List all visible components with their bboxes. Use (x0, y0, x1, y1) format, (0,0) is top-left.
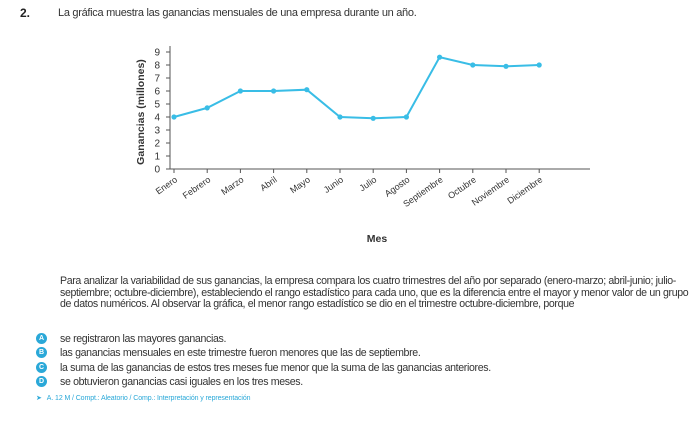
option-d[interactable]: D se obtuvieron ganancias casi iguales e… (36, 375, 303, 388)
y-tick-label: 9 (154, 48, 160, 59)
competency-meta-text: A. 12 M / Compt.: Aleatorio / Comp.: Int… (46, 395, 251, 402)
data-point (204, 105, 210, 111)
option-d-text: se obtuvieron ganancias casi iguales en … (60, 375, 303, 388)
x-tick-label: Agosto (383, 174, 412, 198)
arrow-icon: ➤ (36, 395, 42, 402)
y-tick-label: 8 (154, 61, 160, 72)
data-point (271, 88, 277, 94)
x-tick-label: Junio (322, 174, 345, 195)
y-tick-label: 6 (154, 87, 160, 98)
competency-meta: ➤ A. 12 M / Compt.: Aleatorio / Comp.: In… (36, 394, 251, 402)
option-b-badge: B (36, 347, 47, 358)
option-a[interactable]: A se registraron las mayores ganancias. (36, 332, 226, 345)
data-point (304, 87, 310, 93)
series-points (171, 54, 542, 121)
x-tick-labels: Enero Febrero Marzo Abril Mayo Junio Julio Agos… (154, 169, 544, 209)
problem-paragraph: Para analizar la variabilidad de sus gan… (60, 275, 689, 310)
x-axis-label: Mes (367, 233, 388, 245)
x-tick-label: Enero (154, 174, 179, 196)
data-point (337, 114, 343, 120)
y-tick-label: 0 (154, 165, 160, 176)
y-axis-label: Ganancias (millones) (135, 59, 147, 165)
option-c[interactable]: C la suma de las ganancias de estos tres… (36, 361, 491, 374)
x-tick-label: Febrero (181, 174, 213, 200)
y-tick-label: 7 (154, 74, 160, 85)
y-tick-label: 4 (154, 113, 160, 124)
option-b[interactable]: B las ganancias mensuales en este trimes… (36, 346, 421, 359)
chart-axes (169, 46, 590, 170)
question-text: La gráfica muestra las ganancias mensual… (58, 7, 417, 19)
x-tick-label: Diciembre (505, 174, 544, 205)
y-tick-label: 2 (154, 139, 160, 150)
y-tick-label: 1 (154, 152, 160, 163)
series-line (173, 56, 540, 120)
question-number: 2. (20, 6, 31, 20)
data-point (437, 54, 443, 60)
data-point (370, 115, 376, 121)
data-point (403, 114, 409, 120)
data-point (536, 62, 542, 68)
option-d-badge: D (36, 376, 47, 387)
x-tick-label: Noviembre (470, 174, 511, 207)
y-tick-labels: 0 1 2 3 4 5 6 7 8 9 (154, 48, 170, 176)
option-c-badge: C (36, 362, 47, 373)
option-a-badge: A (36, 333, 47, 344)
x-tick-label: Abril (258, 174, 278, 193)
line-chart: 0 1 2 3 4 5 6 7 8 9 Enero Febrero Marzo Abril Mayo Jun… (135, 46, 590, 245)
option-a-text: se registraron las mayores ganancias. (60, 332, 227, 345)
x-tick-label: Marzo (219, 174, 245, 197)
x-tick-label: Julio (357, 174, 378, 193)
data-point (470, 62, 476, 68)
data-point (503, 63, 509, 69)
data-point (237, 88, 243, 94)
y-tick-label: 5 (154, 100, 160, 111)
y-tick-label: 3 (154, 126, 160, 137)
option-c-text: la suma de las ganancias de estos tres m… (60, 361, 491, 374)
x-tick-label: Mayo (288, 174, 312, 195)
data-point (171, 114, 177, 120)
option-b-text: las ganancias mensuales en este trimestr… (60, 346, 421, 359)
